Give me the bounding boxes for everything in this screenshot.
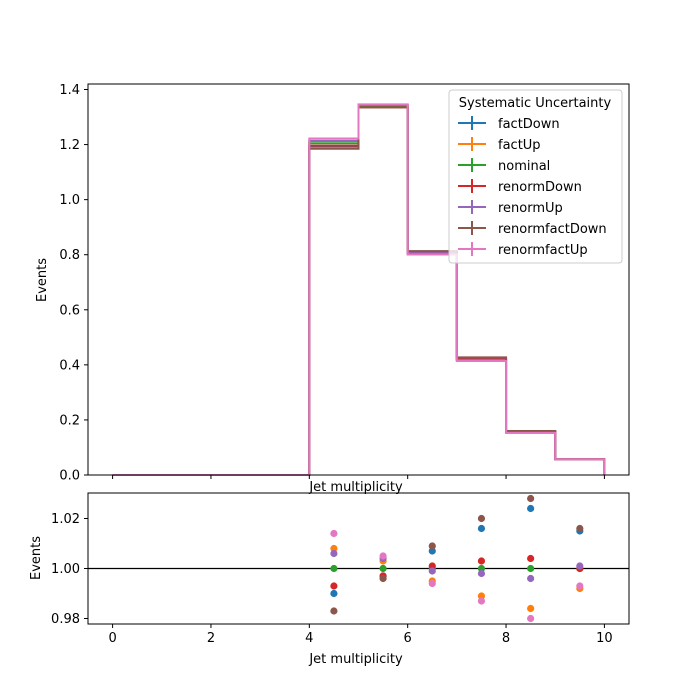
main-x-ticks [112, 475, 605, 479]
ratio-point-renormup [527, 574, 535, 583]
ratio-point-renormfactup [379, 552, 387, 560]
ratio-point-nominal [379, 564, 387, 573]
ratio-point-renormfactdown [477, 514, 486, 523]
legend-item-factdown: factDown [458, 116, 560, 132]
legend: Systematic Uncertainty factDown factUp nom… [448, 89, 623, 264]
legend-label-renormfactdown: renormfactDown [498, 222, 607, 237]
ratio-point-renormfactdown [576, 524, 584, 533]
ratio-point-renormfactup [428, 579, 436, 588]
legend-box [448, 89, 623, 264]
main-y-tick-label: 1.0 [59, 193, 80, 208]
ratio-point-renormfactdown [428, 542, 436, 550]
ratio-y-tick-label: 1.02 [51, 512, 80, 527]
legend-label-renormfactup: renormfactUp [498, 243, 588, 258]
legend-label-factdown: factDown [498, 117, 560, 132]
legend-label-renormdown: renormDown [498, 180, 582, 195]
ratio-point-renormup [576, 562, 584, 570]
ratio-point-renormfactup [527, 614, 535, 623]
main-y-tick-label: 0.4 [59, 358, 80, 373]
ratio-point-renormfactup [576, 582, 584, 590]
ratio-x-tick-label: 6 [404, 631, 412, 646]
legend-item-renormfactup: renormfactUp [458, 242, 588, 258]
ratio-point-factup [477, 592, 486, 600]
ratio-point-factdown [477, 524, 486, 533]
main-y-axis-label: Events [35, 258, 50, 302]
ratio-point-nominal [330, 564, 338, 573]
ratio-point-renormdown [477, 557, 486, 565]
ratio-point-factdown [527, 504, 535, 513]
ratio-x-axis-label: Jet multiplicity [308, 652, 403, 667]
ratio-y-tick-label: 0.98 [51, 612, 80, 627]
main-plot-panel: 0.0 0.2 0.4 0.6 0.8 1.0 1.2 1.4 Jet multiplicit… [35, 83, 630, 495]
main-y-ticks: 0.0 0.2 0.4 0.6 0.8 1.0 1.2 1.4 [59, 83, 88, 484]
legend-item-nominal: nominal [458, 158, 550, 174]
ratio-series-renormfactdown [330, 494, 584, 615]
main-y-tick-label: 1.2 [59, 138, 80, 153]
ratio-x-tick-label: 8 [502, 631, 510, 646]
ratio-point-renormfactdown [330, 607, 338, 615]
ratio-point-renormdown [428, 562, 436, 570]
ratio-point-factdown [330, 589, 338, 598]
legend-item-factup: factUp [458, 137, 541, 153]
ratio-point-factdown [428, 547, 436, 555]
legend-title: Systematic Uncertainty [459, 96, 612, 111]
ratio-x-tick-label: 4 [305, 631, 313, 646]
main-y-tick-label: 0.8 [59, 248, 80, 263]
ratio-plot-panel: 0 2 4 6 8 10 0.98 1.00 1.02 Jet multiplicity Ev… [29, 492, 630, 667]
main-y-tick-label: 0.0 [59, 469, 80, 484]
main-x-axis-label: Jet multiplicity [308, 480, 403, 495]
ratio-point-factup [527, 604, 535, 613]
ratio-point-factup [330, 544, 338, 553]
main-y-tick-label: 1.4 [59, 83, 80, 98]
legend-label-nominal: nominal [498, 159, 550, 174]
legend-item-renormfactdown: renormfactDown [458, 221, 607, 237]
ratio-point-nominal [527, 564, 535, 573]
ratio-point-renormfactup [477, 597, 486, 605]
ratio-series-group [330, 494, 584, 623]
ratio-series-renormfactup [330, 529, 584, 623]
legend-label-renormup: renormUp [498, 201, 563, 216]
ratio-plot-frame [87, 492, 630, 625]
legend-items: factDown factUp nominal renormDown renormUp r… [458, 116, 607, 258]
ratio-point-renormfactdown [527, 494, 535, 503]
ratio-point-renormdown [527, 554, 535, 563]
ratio-y-axis-label: Events [29, 536, 44, 580]
ratio-point-renormdown [330, 582, 338, 590]
legend-item-renormdown: renormDown [458, 179, 582, 195]
legend-item-renormup: renormUp [458, 200, 563, 216]
ratio-y-tick-label: 1.00 [51, 562, 80, 577]
main-plot-frame [87, 83, 630, 476]
ratio-point-renormfactdown [379, 574, 387, 583]
ratio-point-renormup [330, 549, 338, 558]
ratio-x-tick-label: 10 [596, 631, 613, 646]
ratio-point-renormfactup [330, 529, 338, 538]
main-y-tick-label: 0.6 [59, 303, 80, 318]
ratio-x-tick-label: 0 [108, 631, 116, 646]
legend-label-factup: factUp [498, 138, 541, 153]
ratio-x-ticks: 0 2 4 6 8 10 [108, 624, 613, 646]
ratio-x-tick-label: 2 [207, 631, 215, 646]
ratio-point-renormup [477, 569, 486, 578]
ratio-point-nominal [477, 564, 486, 573]
main-y-tick-label: 0.2 [59, 413, 80, 428]
ratio-y-ticks: 0.98 1.00 1.02 [51, 512, 88, 627]
ratio-point-renormup [428, 567, 436, 575]
